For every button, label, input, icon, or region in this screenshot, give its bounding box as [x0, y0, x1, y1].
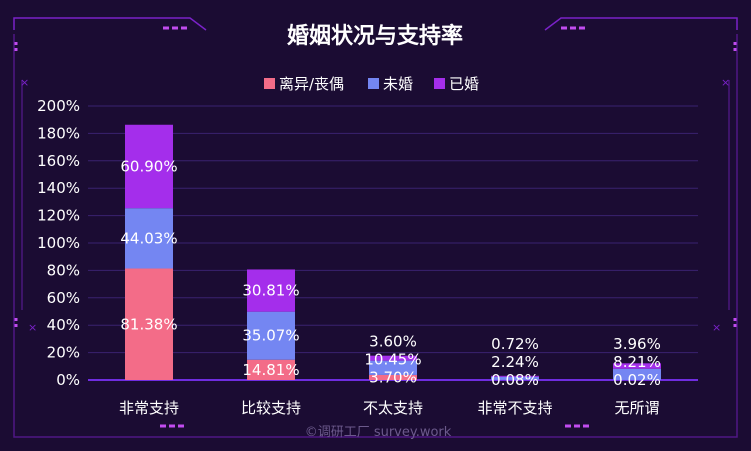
- data-label: 3.96%: [613, 335, 661, 353]
- data-label: 30.81%: [242, 282, 299, 300]
- data-label: 81.38%: [120, 315, 177, 333]
- grid-lines: [88, 105, 698, 381]
- bar-segment: [369, 355, 417, 361]
- bar-segment: [491, 376, 539, 380]
- data-label: 8.21%: [613, 353, 661, 371]
- data-label: 3.70%: [369, 368, 417, 386]
- y-tick-label: 200%: [37, 97, 80, 115]
- bars: [125, 124, 661, 380]
- x-tick-label: 无所谓: [614, 399, 659, 417]
- y-tick-label: 180%: [37, 124, 80, 142]
- x-axis-labels: 非常支持 比较支持 不太支持 非常不支持 无所谓: [119, 399, 660, 417]
- frame-x-mark: ×: [712, 321, 721, 334]
- bar-segment: [369, 374, 417, 380]
- bar-segment: [613, 368, 661, 380]
- bar-segment: [247, 359, 295, 380]
- y-tick-label: 20%: [47, 344, 80, 362]
- legend-swatch: [368, 78, 379, 89]
- data-label: 44.03%: [120, 229, 177, 247]
- bar-segment: [125, 208, 173, 269]
- y-axis-ticks: 0% 20% 40% 60% 80% 100% 120% 140% 160% 180% 200%: [37, 97, 80, 389]
- data-label: 0.08%: [491, 371, 539, 389]
- y-tick-label: 40%: [47, 316, 80, 334]
- y-tick-label: 120%: [37, 207, 80, 225]
- bar-segment: [369, 360, 417, 375]
- data-labels: 81.38% 44.03% 60.90% 14.81% 35.07% 30.81% 3.70…: [120, 157, 660, 389]
- data-label: 3.60%: [369, 332, 417, 350]
- frame-x-mark: ×: [28, 321, 37, 334]
- y-tick-label: 0%: [56, 371, 80, 389]
- y-tick-label: 140%: [37, 179, 80, 197]
- decorative-frame: × × × ×: [13, 17, 738, 438]
- data-label: 14.81%: [242, 361, 299, 379]
- y-tick-label: 60%: [47, 289, 80, 307]
- data-label: 10.45%: [364, 350, 421, 368]
- data-label: 2.24%: [491, 353, 539, 371]
- x-tick-label: 非常不支持: [477, 399, 552, 417]
- legend-label: 已婚: [449, 75, 479, 93]
- data-label: 60.90%: [120, 157, 177, 175]
- y-tick-label: 80%: [47, 261, 80, 279]
- legend: 离异/丧偶 未婚 已婚: [264, 75, 479, 93]
- legend-swatch: [264, 78, 275, 89]
- data-label: 35.07%: [242, 327, 299, 345]
- bar-segment: [613, 363, 661, 369]
- bar-segment: [125, 124, 173, 209]
- bar-segment: [247, 311, 295, 360]
- legend-swatch: [434, 78, 445, 89]
- bar-segment: [491, 375, 539, 377]
- x-tick-label: 不太支持: [363, 399, 423, 417]
- watermark: ©调研工厂 survey.work: [305, 425, 452, 440]
- x-tick-label: 比较支持: [241, 399, 301, 417]
- y-tick-label: 160%: [37, 152, 80, 170]
- chart-title: 婚姻状况与支持率: [287, 23, 463, 49]
- data-label: 0.02%: [613, 371, 661, 389]
- bar-segment: [247, 269, 295, 312]
- y-tick-label: 100%: [37, 234, 80, 252]
- frame-x-mark: ×: [20, 76, 29, 89]
- x-tick-label: 非常支持: [119, 399, 179, 417]
- frame-outline: [13, 34, 738, 438]
- frame-x-mark: ×: [721, 76, 730, 89]
- data-label: 0.72%: [491, 335, 539, 353]
- bar-segment: [125, 268, 173, 380]
- frame-side-lines: [21, 80, 730, 310]
- legend-label: 离异/丧偶: [279, 75, 344, 93]
- legend-label: 未婚: [383, 75, 413, 93]
- frame-top-border: [13, 17, 738, 31]
